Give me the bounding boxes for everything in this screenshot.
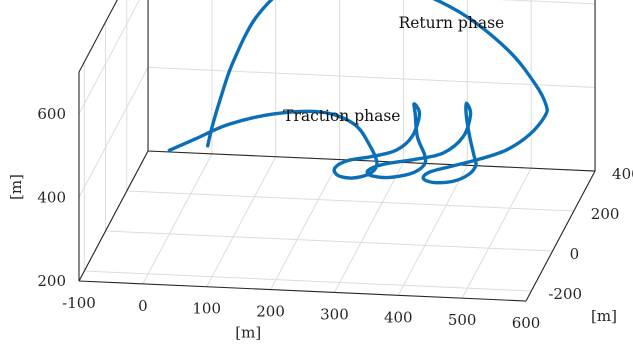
phase-annotation: Return phase — [399, 14, 505, 32]
axes-frame — [78, 0, 596, 302]
x-axis-label: [m] — [235, 324, 261, 342]
grid-line-z-back — [148, 66, 596, 88]
annotations: Return phase Traction phase — [283, 14, 504, 125]
axis-edge — [78, 280, 527, 302]
grid-line-x-floor — [397, 165, 468, 296]
series-layer — [167, 0, 549, 185]
grid — [78, 0, 596, 302]
axis-edge — [78, 0, 118, 73]
z-tick-label: 600 — [37, 105, 66, 123]
trajectory-series-line — [167, 0, 549, 185]
z-axis-label: [m] — [7, 174, 25, 200]
axis-edge — [78, 150, 149, 282]
z-tick-label: 200 — [37, 272, 66, 290]
tick-labels: -100 0 100 200 300 400 500 600 -200 0 200 400 200 400… — [37, 105, 633, 332]
grid-line-x-floor — [270, 159, 341, 290]
x-tick-label: 500 — [448, 311, 477, 329]
phase-annotation: Traction phase — [283, 107, 400, 125]
axis-labels: [m] [m] [m] — [7, 174, 617, 342]
grid-line-x-floor — [333, 162, 404, 293]
x-tick-label: 200 — [256, 303, 285, 321]
axis-edge — [148, 150, 596, 172]
x-tick-label: 400 — [384, 308, 413, 326]
grid-line-x-floor — [142, 153, 213, 285]
x-tick-label: -100 — [62, 294, 96, 312]
x-tick-label: 0 — [138, 297, 148, 315]
y-tick-label: 200 — [591, 205, 620, 223]
grid-line-z-side — [78, 0, 140, 115]
y-axis-label: [m] — [591, 307, 617, 325]
grid-line-y-floor — [126, 190, 574, 212]
axis-edge — [525, 170, 596, 302]
y-tick-label: 0 — [570, 245, 580, 263]
grid-line-x-floor — [461, 167, 532, 299]
grid-line-x-floor — [206, 156, 277, 287]
y-tick-label: 400 — [612, 165, 633, 183]
x-tick-label: 300 — [320, 305, 349, 323]
grid-line-y-floor — [105, 230, 553, 252]
grid-line-y-floor — [84, 270, 532, 292]
x-tick-label: 600 — [512, 314, 541, 332]
grid-line-z-side — [78, 67, 149, 198]
y-tick-label: -200 — [548, 285, 582, 303]
grid-line-z-back — [498, 0, 596, 5]
x-tick-label: 100 — [192, 300, 221, 318]
z-tick-label: 400 — [37, 188, 66, 206]
